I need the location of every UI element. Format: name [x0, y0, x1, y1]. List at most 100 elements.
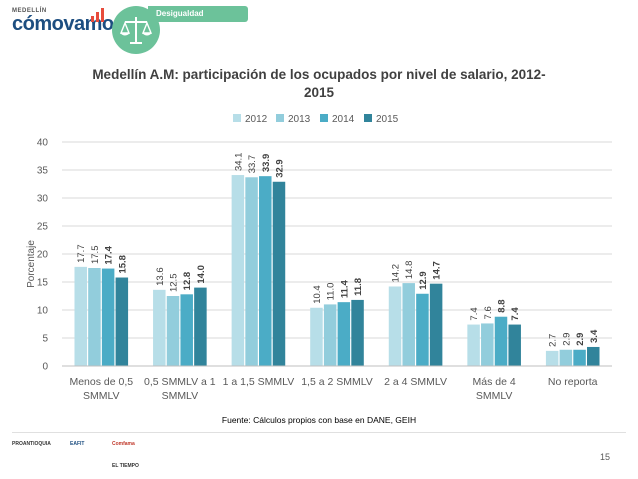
data-label: 7.4	[469, 307, 480, 320]
bar	[388, 286, 402, 366]
data-label: 33.7	[247, 155, 258, 173]
brand-city: MEDELLÍN	[12, 8, 47, 14]
bar	[351, 299, 364, 366]
bar	[337, 302, 351, 366]
y-tick-label: 25	[37, 222, 49, 233]
data-label: 14.7	[432, 261, 443, 280]
x-tick-label: SMMLV	[83, 390, 120, 402]
bar	[272, 181, 286, 366]
y-tick-label: 10	[37, 306, 49, 317]
legend-label: 2013	[288, 114, 311, 125]
bar	[180, 294, 193, 366]
x-tick-label: 0,5 SMMLV a 1	[144, 376, 216, 388]
legend-label: 2012	[245, 114, 268, 125]
y-tick-label: 20	[37, 250, 49, 261]
bar	[310, 307, 323, 366]
bar	[429, 283, 443, 366]
brand-logo: MEDELLÍN cómovamos	[12, 8, 125, 34]
y-tick-label: 5	[42, 334, 48, 345]
bar	[587, 346, 600, 366]
page-number: 15	[599, 452, 610, 462]
bar	[101, 268, 115, 366]
bar	[153, 289, 166, 366]
x-tick-label: Más de 4	[473, 376, 516, 388]
partner-logos: PROANTIOQUIA EAFIT Comfama EL TIEMPO	[12, 441, 182, 475]
data-label: 15.8	[117, 255, 128, 274]
y-axis-label: Porcentaje	[26, 240, 37, 288]
bar	[467, 324, 480, 366]
legend-swatch	[364, 114, 372, 122]
data-label: 11.0	[326, 283, 337, 301]
y-tick-label: 0	[42, 362, 48, 373]
data-label: 33.9	[261, 154, 272, 173]
data-label: 7.6	[483, 306, 494, 319]
data-label: 17.4	[104, 245, 115, 264]
scales-icon	[119, 17, 153, 44]
y-tick-label: 30	[37, 194, 49, 205]
bar-chart-icon	[91, 8, 104, 22]
y-tick-label: 15	[37, 278, 49, 289]
data-label: 11.4	[339, 279, 350, 298]
bar	[494, 316, 508, 366]
data-label: 14.2	[391, 264, 402, 283]
bar	[402, 283, 415, 366]
data-label: 12.5	[169, 274, 180, 293]
data-label: 13.6	[155, 267, 166, 286]
data-label: 17.7	[76, 244, 87, 263]
data-label: 2.9	[575, 333, 586, 346]
data-label: 3.4	[589, 329, 600, 343]
bar	[74, 266, 87, 366]
data-label: 2.7	[548, 334, 559, 347]
bar	[88, 268, 101, 366]
data-label: 14.0	[196, 265, 207, 284]
partner-logo: EL TIEMPO	[112, 463, 139, 469]
partner-logo: Comfama	[112, 441, 135, 447]
source-note: Fuente: Cálculos propios con base en DAN…	[222, 415, 416, 425]
bar	[323, 304, 337, 366]
x-tick-label: Menos de 0,5	[69, 376, 133, 388]
section-tag: Desigualdad	[148, 6, 248, 22]
y-tick-label: 35	[37, 166, 49, 177]
x-tick-label: SMMLV	[162, 390, 199, 402]
section-badge	[112, 6, 160, 54]
bar	[231, 175, 245, 366]
bar	[545, 350, 559, 366]
bar	[508, 324, 521, 366]
bar	[559, 349, 573, 366]
legend-label: 2014	[332, 114, 355, 125]
bar	[245, 177, 258, 366]
data-label: 34.1	[233, 153, 244, 172]
bar	[481, 323, 494, 366]
legend-label: 2015	[376, 114, 399, 125]
legend-swatch	[233, 114, 241, 122]
bar	[194, 287, 207, 366]
bar	[166, 296, 180, 366]
data-label: 32.9	[274, 159, 285, 178]
data-label: 10.4	[312, 285, 323, 304]
y-tick-label: 40	[37, 138, 49, 149]
x-tick-label: 1,5 a 2 SMMLV	[301, 376, 373, 388]
x-tick-label: SMMLV	[476, 390, 513, 402]
data-label: 14.8	[404, 261, 415, 280]
data-label: 7.4	[510, 307, 521, 321]
chart-title-line1: Medellín A.M: participación de los ocupa…	[92, 67, 546, 82]
chart-title-line2: 2015	[303, 85, 335, 100]
partner-logo: EAFIT	[70, 441, 85, 447]
legend-swatch	[276, 114, 284, 122]
data-label: 12.8	[182, 272, 193, 291]
partner-logo: PROANTIOQUIA	[12, 441, 51, 447]
bar	[115, 277, 129, 366]
x-tick-label: No reporta	[548, 376, 598, 388]
bar	[259, 176, 272, 366]
data-label: 11.8	[353, 278, 364, 296]
x-tick-label: 1 a 1,5 SMMLV	[223, 376, 295, 388]
data-label: 2.9	[561, 333, 572, 346]
data-label: 8.8	[496, 300, 507, 313]
x-tick-label: 2 a 4 SMMLV	[384, 376, 447, 388]
legend-swatch	[320, 114, 328, 122]
footer-divider	[12, 432, 626, 433]
bar	[416, 293, 429, 366]
data-label: 12.9	[418, 271, 429, 290]
data-label: 17.5	[90, 246, 101, 265]
chart-title: Medellín A.M: participación de los ocupa…	[0, 66, 638, 102]
